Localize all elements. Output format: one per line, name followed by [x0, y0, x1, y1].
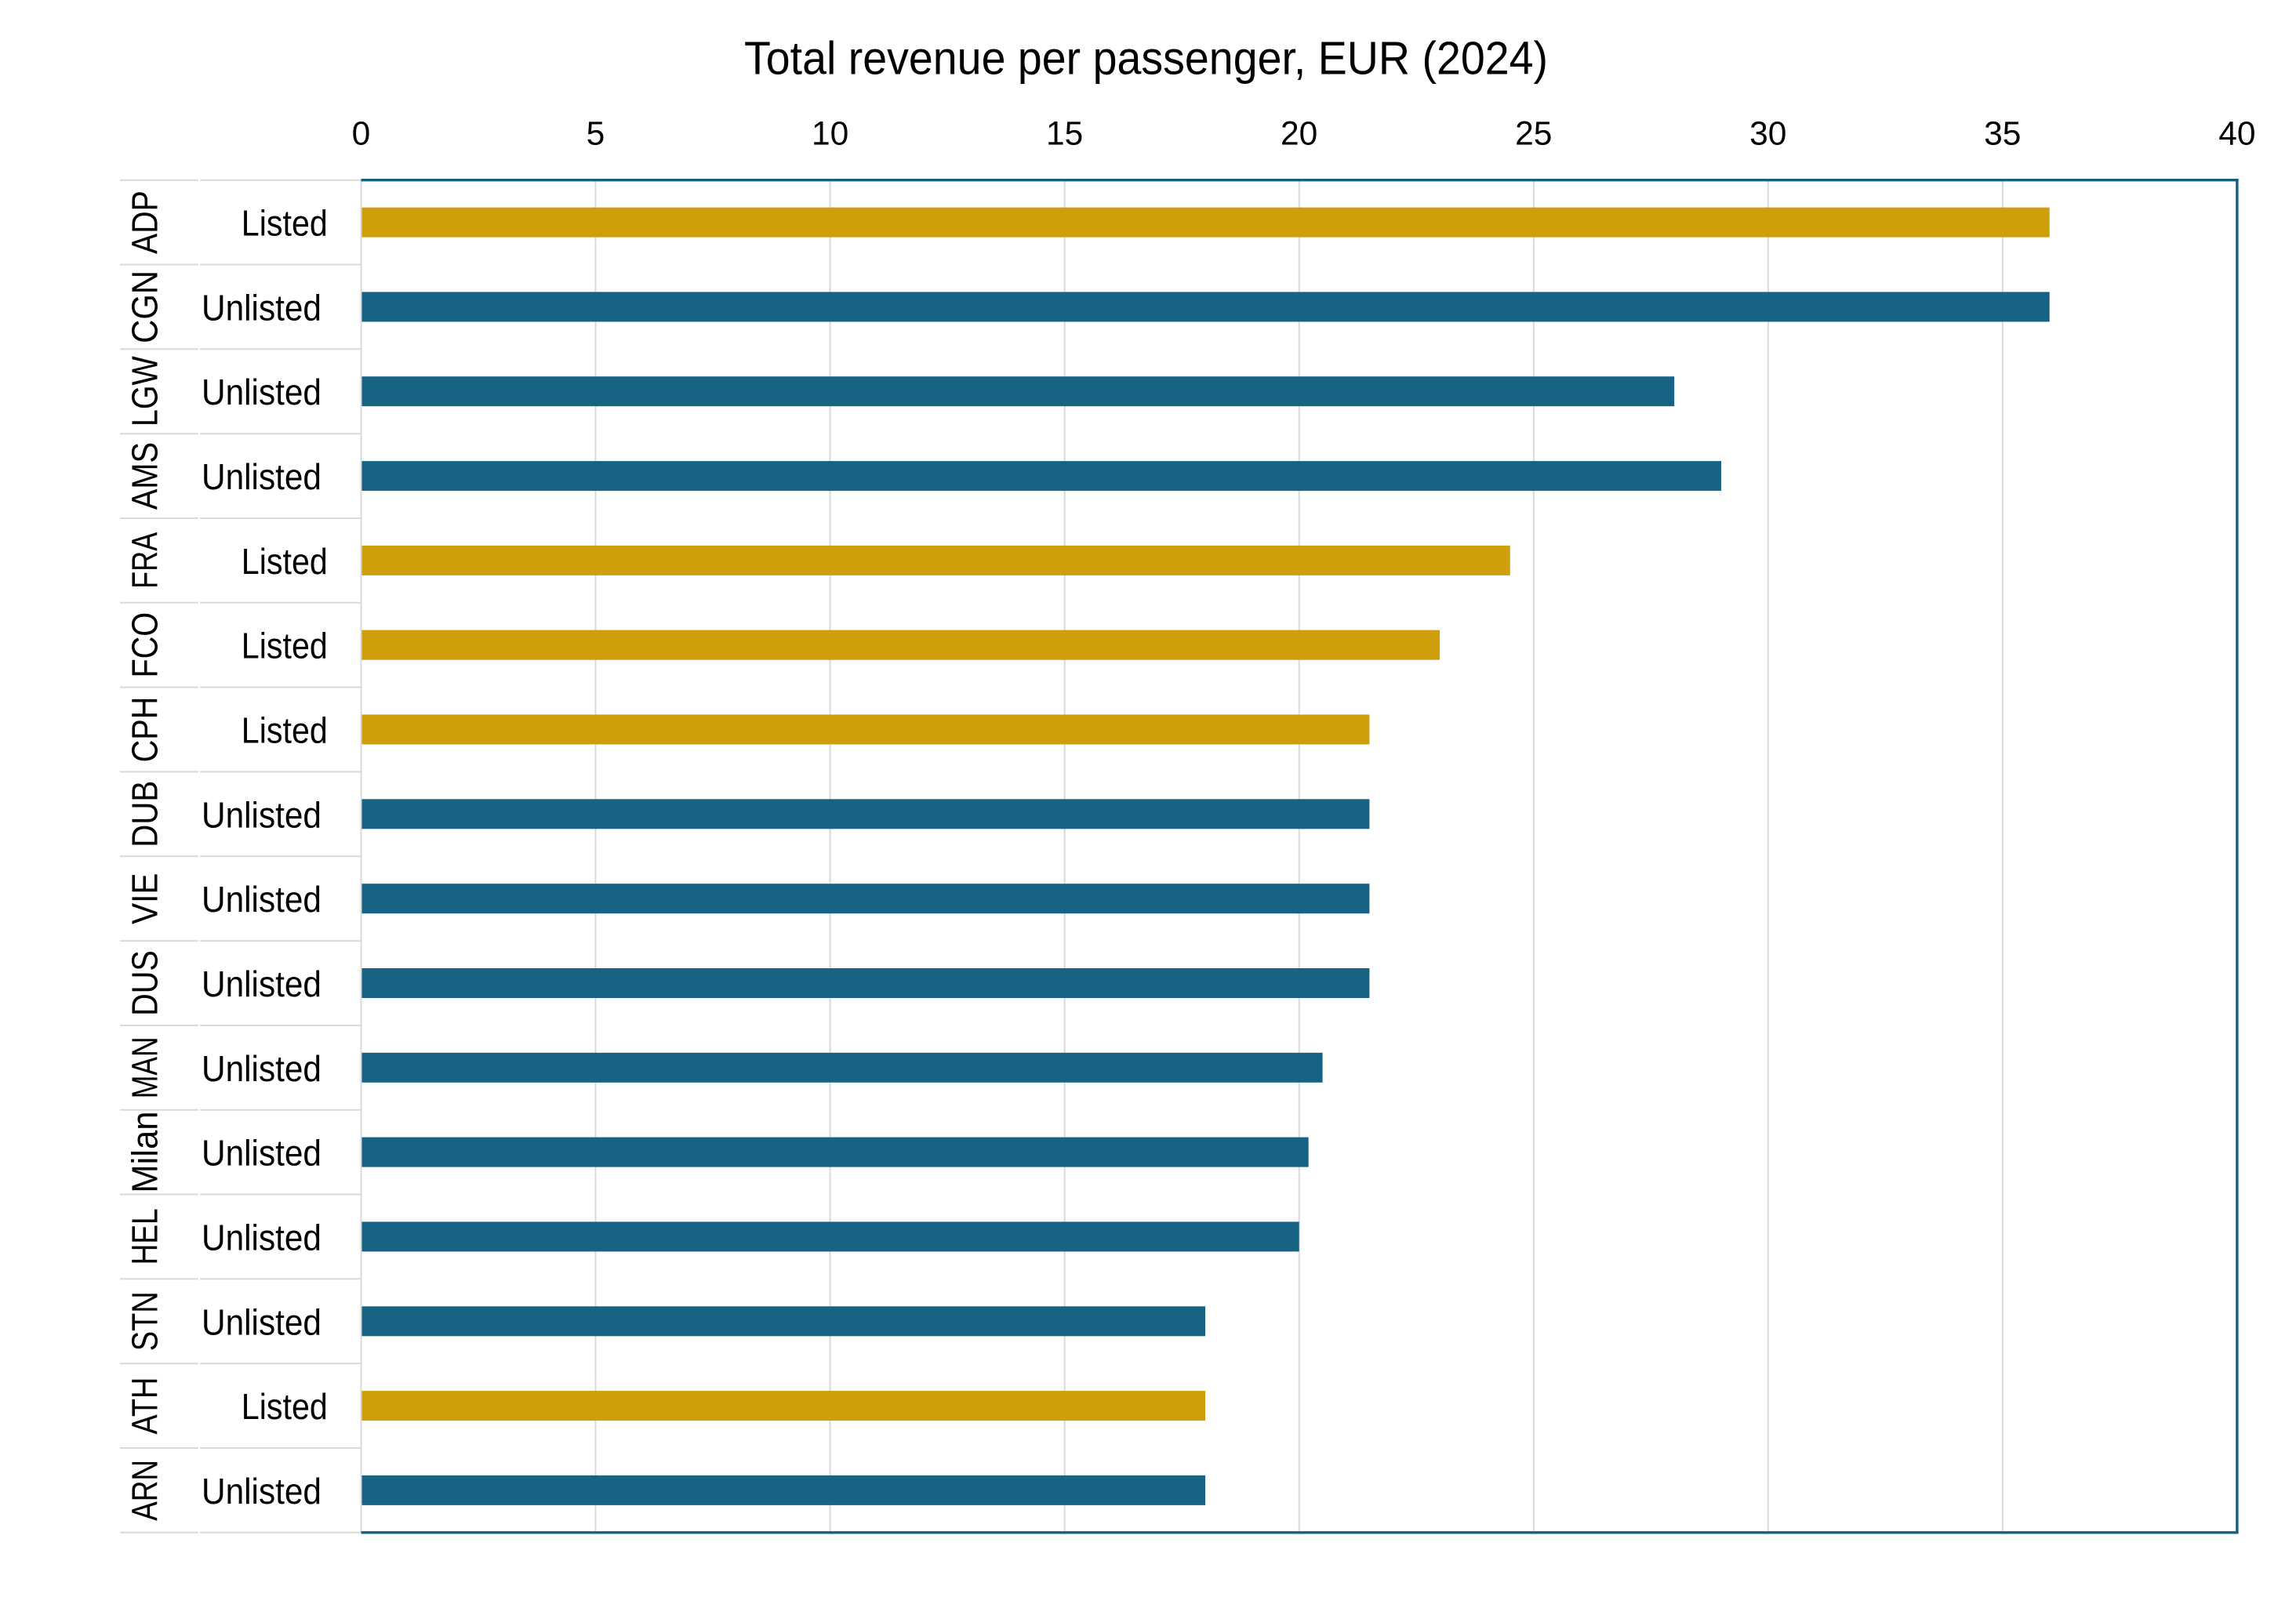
svg-text:Unlisted: Unlisted: [202, 794, 322, 835]
svg-text:Unlisted: Unlisted: [202, 964, 322, 1004]
svg-text:AMS: AMS: [124, 442, 165, 510]
svg-text:Unlisted: Unlisted: [202, 879, 322, 920]
svg-text:DUS: DUS: [124, 950, 165, 1016]
svg-text:MAN: MAN: [124, 1036, 165, 1098]
svg-text:ARN: ARN: [124, 1460, 165, 1521]
svg-text:Unlisted: Unlisted: [202, 1471, 322, 1512]
svg-text:Unlisted: Unlisted: [202, 372, 322, 412]
svg-text:FCO: FCO: [124, 612, 165, 678]
svg-text:CPH: CPH: [124, 697, 165, 763]
svg-text:Listed: Listed: [242, 203, 328, 244]
svg-text:Listed: Listed: [242, 710, 328, 751]
svg-text:ATH: ATH: [124, 1377, 165, 1435]
svg-text:Listed: Listed: [242, 626, 328, 666]
svg-text:0: 0: [352, 115, 371, 152]
svg-text:5: 5: [587, 115, 605, 152]
svg-text:25: 25: [1515, 115, 1552, 152]
svg-text:Listed: Listed: [242, 541, 328, 582]
svg-text:STN: STN: [124, 1291, 165, 1351]
svg-text:HEL: HEL: [124, 1208, 165, 1265]
svg-text:ADP: ADP: [124, 191, 165, 254]
svg-text:Unlisted: Unlisted: [202, 1217, 322, 1258]
svg-text:Milan: Milan: [124, 1111, 165, 1192]
svg-text:Unlisted: Unlisted: [202, 1133, 322, 1174]
svg-text:LGW: LGW: [124, 356, 165, 426]
svg-text:Unlisted: Unlisted: [202, 1301, 322, 1342]
svg-text:CGN: CGN: [124, 270, 165, 343]
svg-text:15: 15: [1046, 115, 1083, 152]
svg-text:30: 30: [1749, 115, 1786, 152]
svg-text:35: 35: [1984, 115, 2021, 152]
svg-text:20: 20: [1281, 115, 1317, 152]
svg-text:FRA: FRA: [124, 532, 165, 589]
svg-text:Unlisted: Unlisted: [202, 456, 322, 497]
svg-text:DUB: DUB: [124, 781, 165, 847]
svg-text:Total revenue per passenger, E: Total revenue per passenger, EUR (2024): [744, 32, 1548, 85]
svg-text:40: 40: [2218, 115, 2255, 152]
svg-text:Listed: Listed: [242, 1386, 328, 1427]
svg-text:Unlisted: Unlisted: [202, 1048, 322, 1089]
svg-text:VIE: VIE: [124, 873, 165, 924]
svg-text:Unlisted: Unlisted: [202, 287, 322, 328]
svg-text:10: 10: [812, 115, 848, 152]
